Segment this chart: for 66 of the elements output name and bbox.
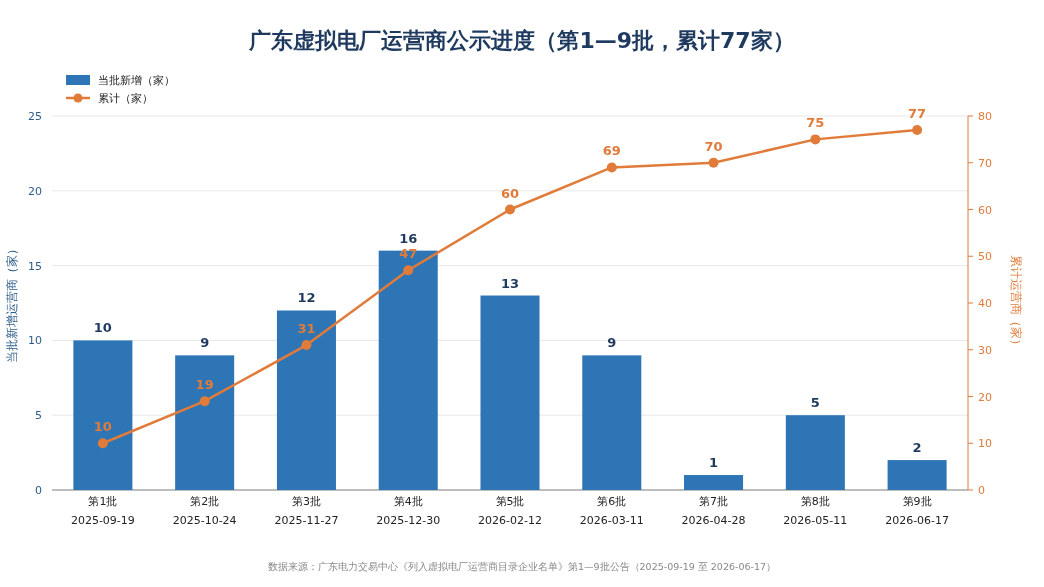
x-tick-label: 第1批 2025-09-19 <box>70 495 135 527</box>
x-tick-label: 第2批 2025-10-24 <box>172 495 237 527</box>
y2-axis-title: 累计运营商（家） <box>1009 255 1023 351</box>
data-label: 1 <box>709 455 719 471</box>
y2-tick-label: 60 <box>978 203 992 217</box>
data-label: 31 <box>297 321 316 337</box>
point <box>505 204 515 215</box>
y2-tick-label: 20 <box>978 390 992 404</box>
x-tick-label: 第3批 2025-11-27 <box>274 495 339 527</box>
data-label: 10 <box>93 419 112 435</box>
data-label: 75 <box>806 115 825 131</box>
bar <box>276 310 336 490</box>
point <box>199 396 210 407</box>
legend-label: 当批新增（家） <box>98 74 175 87</box>
y-tick-label: 20 <box>28 184 42 198</box>
y2-tick-label: 30 <box>978 343 992 357</box>
y2-tick-label: 70 <box>978 156 992 170</box>
data-label: 69 <box>602 143 621 159</box>
bar <box>73 340 133 490</box>
x-tick-label: 第8批 2026-05-11 <box>783 495 848 527</box>
y-tick-label: 15 <box>28 259 42 273</box>
data-label: 77 <box>908 106 927 122</box>
x-tick-label: 第7批 2026-04-28 <box>681 495 746 527</box>
data-label: 5 <box>810 395 820 411</box>
y-axis-title: 当批新增运营商（家） <box>5 243 19 363</box>
point <box>301 340 312 351</box>
data-label: 2 <box>912 440 922 456</box>
data-label: 16 <box>399 230 418 246</box>
legend-label: 累计（家） <box>98 92 153 105</box>
point <box>708 157 719 168</box>
data-label: 9 <box>200 335 210 351</box>
data-label: 10 <box>93 320 112 336</box>
y-tick-label: 0 <box>35 484 42 497</box>
y2-tick-label: 50 <box>978 250 992 264</box>
x-tick-label: 第9批 2026-06-17 <box>885 495 950 527</box>
data-label: 12 <box>297 290 316 306</box>
y2-tick-label: 10 <box>978 437 992 451</box>
y-tick-label: 10 <box>28 334 42 348</box>
data-label: 70 <box>704 138 723 154</box>
data-label: 60 <box>500 185 520 201</box>
bar <box>887 460 947 490</box>
data-label: 19 <box>195 377 214 393</box>
y2-tick-label: 0 <box>978 484 985 497</box>
y2-tick-label: 40 <box>978 297 992 310</box>
source-note: 数据来源：广东电力交易中心《列入虚拟电厂运营商目录企业名单》第1—9批公告（2025-09-19 至 2026-06-17） <box>267 561 777 572</box>
point <box>606 162 617 173</box>
bar <box>175 355 235 490</box>
bar <box>684 475 744 490</box>
point <box>97 438 108 449</box>
data-label: 47 <box>399 246 418 262</box>
bar <box>378 250 438 490</box>
data-label: 13 <box>500 275 520 291</box>
data-label: 9 <box>607 335 617 351</box>
y-tick-label: 25 <box>28 110 42 123</box>
x-tick-label: 第4批 2025-12-30 <box>376 495 441 527</box>
point <box>403 265 414 276</box>
chart-title: 广东虚拟电厂运营商公示进度（第1—9批，累计77家） <box>248 28 795 53</box>
point <box>810 134 821 145</box>
x-tick-label: 第5批 2026-02-12 <box>478 495 542 527</box>
x-tick-label: 第6批 2026-03-11 <box>579 495 644 527</box>
y-tick-label: 5 <box>35 409 42 423</box>
bar <box>785 415 845 490</box>
point <box>912 125 923 136</box>
y2-tick-label: 80 <box>978 110 992 123</box>
bar <box>480 295 540 490</box>
bar <box>582 355 642 490</box>
